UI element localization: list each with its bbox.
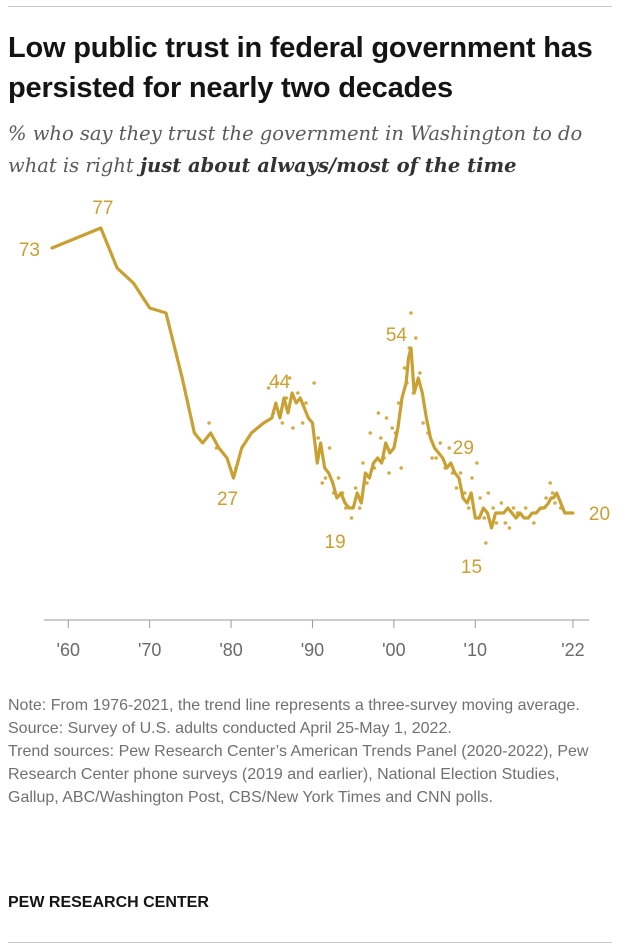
source-text: Source: Survey of U.S. adults conducted … [8, 720, 452, 737]
x-tick-label: '60 [57, 640, 80, 660]
survey-dot [532, 521, 536, 525]
survey-dot [365, 481, 369, 485]
survey-dot [430, 456, 434, 460]
survey-dot [291, 426, 295, 430]
survey-dot [484, 541, 488, 545]
survey-dot [523, 506, 528, 510]
survey-dot [486, 491, 491, 495]
value-label: 29 [453, 438, 474, 459]
survey-dot [379, 436, 383, 440]
survey-dot [357, 506, 362, 510]
survey-dot [548, 481, 552, 485]
survey-dot [376, 411, 381, 415]
x-tick-label: '70 [138, 640, 161, 660]
survey-dot [207, 421, 211, 425]
survey-dot [402, 366, 407, 370]
survey-dot [507, 526, 512, 530]
survey-dot [550, 491, 555, 495]
survey-dot [320, 481, 325, 485]
value-label: 19 [325, 532, 346, 553]
value-label: 44 [269, 372, 291, 393]
value-label: 73 [19, 240, 40, 261]
footnotes: Note: From 1976-2021, the trend line rep… [8, 694, 608, 809]
survey-dot [478, 496, 482, 500]
survey-dot [544, 496, 548, 500]
value-label: 20 [589, 504, 610, 525]
trend-line [50, 226, 575, 530]
survey-dot [390, 426, 395, 430]
survey-dot [387, 471, 391, 475]
note-text: Note: From 1976-2021, the trend line rep… [8, 697, 580, 714]
x-tick-label: '00 [382, 640, 405, 660]
chart-title: Low public trust in federal government h… [8, 32, 593, 104]
survey-dot [475, 461, 479, 465]
survey-dot [368, 431, 373, 435]
survey-dot [266, 386, 271, 390]
survey-dot [384, 416, 389, 420]
x-tick-label: '10 [464, 640, 487, 660]
survey-dot [280, 421, 285, 425]
trust-line-chart: '60 '70 '80 '90 '00 '10 '22 73 77 44 27 19 54 29 15 20 [19, 200, 610, 660]
survey-dot [447, 446, 452, 450]
survey-dot [553, 501, 557, 505]
x-axis: '60 '70 '80 '90 '00 '10 '22 [44, 619, 589, 660]
brand-name: PEW RESEARCH CENTER [8, 894, 209, 911]
survey-dot [287, 376, 292, 380]
survey-dot [511, 506, 516, 510]
survey-dot [353, 486, 358, 490]
survey-dot [312, 381, 316, 385]
survey-dot [503, 521, 508, 525]
x-tick-label: '22 [561, 640, 584, 660]
survey-dot [304, 401, 308, 405]
survey-dot [494, 521, 499, 525]
survey-dot [466, 506, 471, 510]
survey-dot [499, 501, 504, 505]
trend-line-group [50, 226, 575, 530]
value-label: 15 [461, 557, 482, 578]
survey-dot [491, 506, 495, 510]
survey-dot [296, 391, 300, 395]
top-rule [8, 6, 612, 7]
survey-dot [409, 311, 413, 315]
subtitle-plain: % who say they trust the government in W… [8, 122, 583, 177]
survey-dot [438, 441, 443, 445]
bottom-rule [8, 942, 612, 943]
subtitle-emphasis: just about always/most of the time [140, 154, 517, 177]
value-label: 54 [386, 325, 408, 346]
survey-dot [361, 461, 365, 465]
survey-dot [434, 456, 438, 460]
chart-subtitle: % who say they trust the government in W… [8, 118, 618, 182]
value-label: 77 [92, 200, 113, 219]
survey-dot [399, 466, 403, 470]
survey-dot [458, 471, 463, 475]
survey-dot [323, 476, 328, 480]
value-labels: 73 77 44 27 19 54 29 15 20 [19, 200, 610, 578]
survey-dot [414, 336, 418, 340]
survey-dot [470, 476, 474, 480]
survey-dot [275, 381, 280, 385]
survey-dot [482, 516, 487, 520]
survey-dot [316, 436, 320, 440]
survey-dot [418, 371, 422, 375]
value-label: 27 [217, 489, 238, 510]
survey-dot [421, 421, 425, 425]
survey-dot [454, 486, 459, 490]
trend-sources-text: Trend sources: Pew Research Center’s Ame… [8, 743, 589, 806]
survey-dot [336, 476, 341, 480]
survey-dot [349, 516, 354, 520]
survey-dot [327, 446, 332, 450]
x-tick-label: '90 [301, 640, 324, 660]
survey-dot [300, 421, 305, 425]
survey-dots [207, 311, 563, 545]
x-tick-label: '80 [219, 640, 242, 660]
